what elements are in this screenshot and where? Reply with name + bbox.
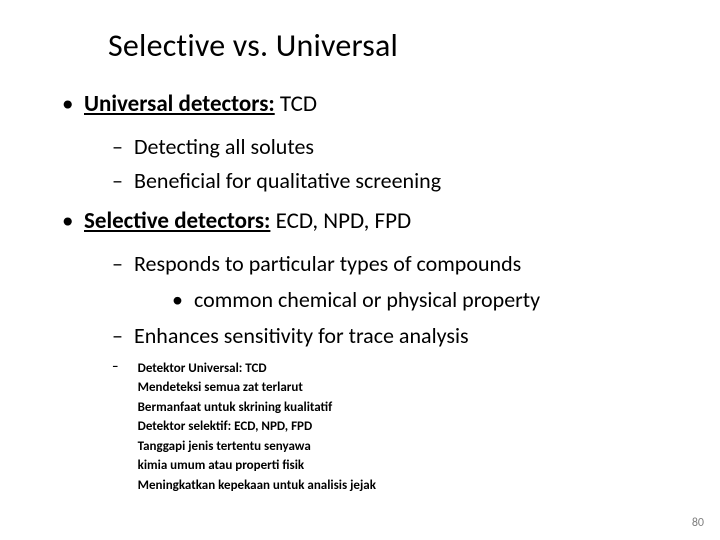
bullet-selective: Selective detectors: ECD, NPD, FPD <box>66 206 680 237</box>
bullet-universal-rest: TCD <box>275 90 317 118</box>
bullet-universal-bold: Universal detectors: <box>84 90 275 118</box>
bullet-selective-rest: ECD, NPD, FPD <box>270 207 411 235</box>
subbullet-responds: Responds to particular types of compound… <box>112 247 680 281</box>
subbullet-beneficial: Beneficial for qualitative screening <box>112 164 680 198</box>
translation-block: – Detektor Universal: TCD Mendeteksi sem… <box>112 359 680 496</box>
slide-title: Selective vs. Universal <box>108 26 680 65</box>
subbullet-enhances: Enhances sensitivity for trace analysis <box>112 319 680 353</box>
content-list: Universal detectors: TCD Detecting all s… <box>40 89 680 353</box>
bullet-universal: Universal detectors: TCD <box>66 89 680 120</box>
translation-line: Mendeteksi semua zat terlarut <box>138 378 376 398</box>
translation-dash: – <box>112 359 134 374</box>
translation-line: Detektor Universal: TCD <box>138 359 376 379</box>
translation-lines: Detektor Universal: TCD Mendeteksi semua… <box>138 359 376 496</box>
translation-line: Bermanfaat untuk skrining kualitatif <box>138 398 376 418</box>
translation-line: Meningkatkan kepekaan untuk analisis jej… <box>138 476 376 496</box>
page-number: 80 <box>692 516 704 530</box>
translation-line: kimia umum atau properti fisik <box>138 456 376 476</box>
translation-line: Detektor selektif: ECD, NPD, FPD <box>138 417 376 437</box>
slide: Selective vs. Universal Universal detect… <box>0 0 720 540</box>
subsubbullet-common: common chemical or physical property <box>172 281 680 318</box>
subbullet-detect-all: Detecting all solutes <box>112 130 680 164</box>
bullet-selective-bold: Selective detectors: <box>84 207 270 235</box>
translation-line: Tanggapi jenis tertentu senyawa <box>138 437 376 457</box>
